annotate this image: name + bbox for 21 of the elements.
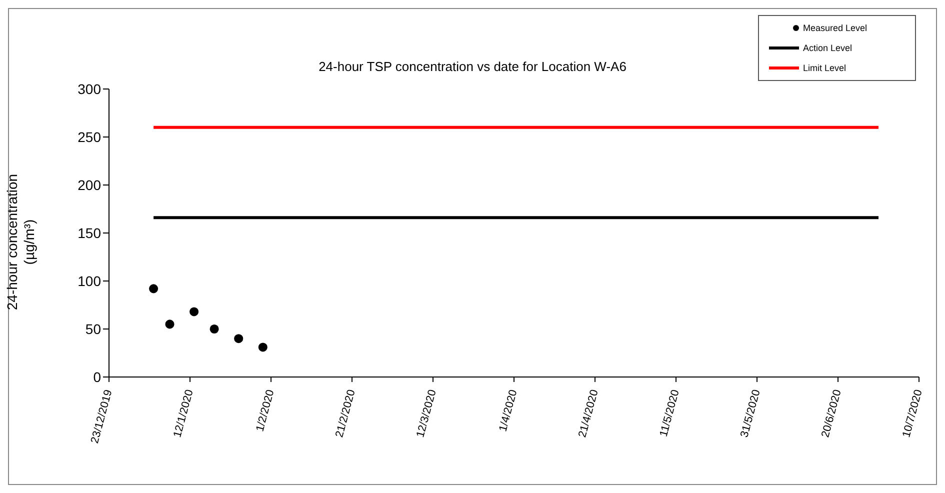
y-tick-label: 100 — [78, 272, 102, 289]
x-tick-label: 1/4/2020 — [497, 388, 520, 433]
point — [234, 334, 244, 344]
y-tick-label: 0 — [93, 368, 102, 385]
chart-title: 24-hour TSP concentration vs date for Location W-A6 — [318, 59, 626, 74]
point — [210, 324, 219, 334]
y-tick-label: 150 — [78, 224, 102, 241]
point — [165, 320, 174, 329]
legend-label: Measured Level — [803, 22, 868, 35]
point — [149, 284, 158, 294]
x-tick-label: 11/5/2020 — [658, 388, 682, 438]
y-tick-label: 200 — [78, 176, 102, 193]
legend-label: Action Level — [803, 42, 852, 55]
y-tick-label: 250 — [78, 128, 102, 145]
legend-label: Limit Level — [803, 62, 846, 75]
y-tick-label: 50 — [85, 320, 102, 337]
point — [258, 342, 268, 352]
point — [190, 307, 199, 316]
y-axis-title: 24-hour concentration (µg/m³) — [4, 174, 38, 310]
y-tick-label: 300 — [78, 80, 102, 97]
x-tick-label: 1/2/2020 — [254, 388, 277, 433]
